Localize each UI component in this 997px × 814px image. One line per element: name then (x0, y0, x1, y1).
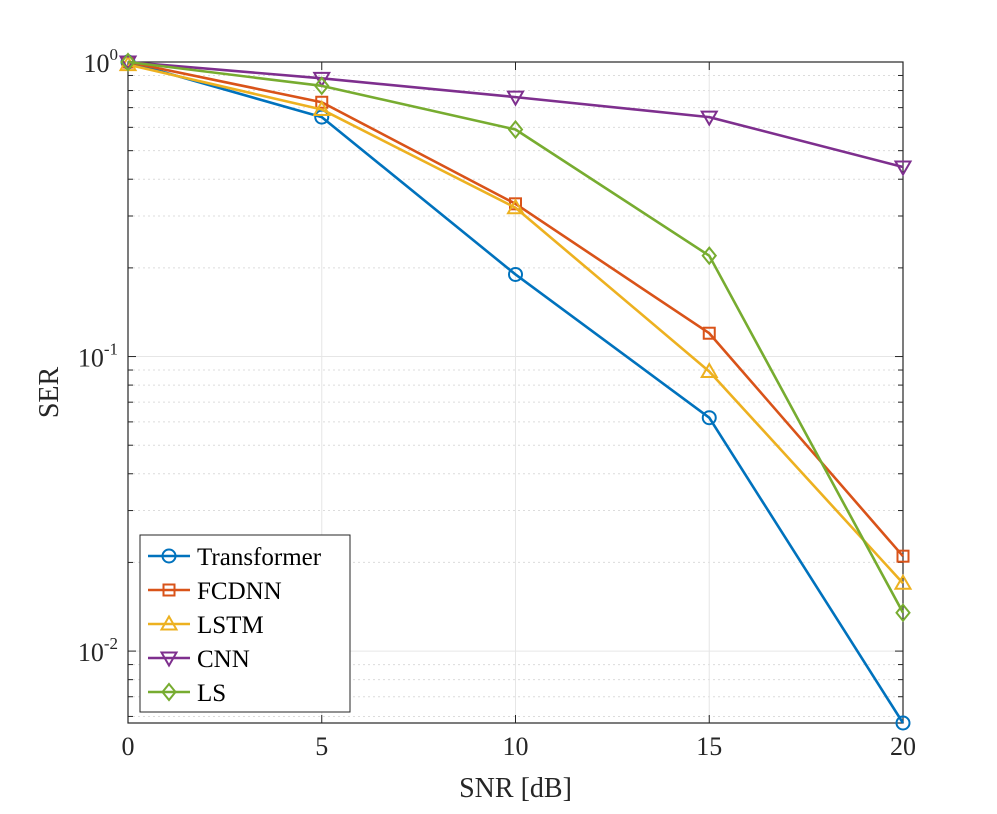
x-tick-labels: 0 5 10 15 20 (122, 732, 917, 761)
y-tick-base: 10 (84, 49, 110, 78)
data-point-cnn (700, 110, 719, 127)
data-point-cnn (312, 71, 331, 88)
legend-marker-ls (161, 682, 177, 702)
x-axis-label: SNR [dB] (459, 773, 572, 804)
series-line-cnn (127, 60, 904, 169)
legend-entry-ls: LS (148, 680, 226, 707)
data-point-transformer (701, 410, 717, 426)
data-point-cnn (893, 160, 913, 177)
data-point-fcdnn (896, 549, 910, 563)
legend-marker-transformer (161, 548, 177, 564)
legend-label-lstm: LSTM (197, 612, 264, 639)
series-line-lstm (127, 63, 904, 585)
series-line-transformer (127, 60, 905, 724)
legend-label-ls: LS (197, 680, 226, 707)
legend-entry-transformer: Transformer (148, 544, 322, 571)
y-tick-exponent: -2 (104, 634, 118, 653)
series-cnn (118, 55, 913, 177)
data-point-lstm (700, 361, 719, 378)
data-point-cnn (506, 90, 525, 107)
data-point-transformer (895, 715, 911, 731)
legend: Transformer FCDNN LSTM CNN LS (139, 534, 351, 713)
legend-label-cnn: CNN (197, 646, 250, 673)
y-tick-label: 10-2 (78, 634, 118, 667)
legend-entry-cnn: CNN (148, 646, 250, 673)
data-point-ls (701, 246, 718, 266)
minor-grid (128, 74, 903, 717)
y-axis-label: SER (34, 367, 65, 419)
legend-label-transformer: Transformer (197, 544, 322, 571)
x-tick-label: 10 (503, 732, 529, 761)
data-point-transformer (508, 266, 523, 282)
legend-entry-lstm: LSTM (148, 612, 264, 639)
series-layer (118, 52, 913, 731)
legend-marker-fcdnn (162, 583, 176, 597)
data-point-lstm (506, 198, 525, 215)
data-point-ls (507, 119, 524, 140)
x-tick-label: 20 (890, 732, 916, 761)
y-tick-label: 100 (84, 45, 119, 78)
x-tick-label: 0 (122, 732, 135, 761)
legend-marker-cnn (159, 651, 179, 668)
data-point-fcdnn (315, 95, 329, 109)
y-tick-exponent: 0 (110, 45, 119, 64)
series-line-fcdnn (127, 60, 904, 558)
x-tick-label: 5 (315, 732, 328, 761)
data-point-lstm (312, 99, 331, 116)
series-ls (120, 52, 911, 623)
legend-entry-fcdnn: FCDNN (148, 578, 282, 605)
y-tick-base: 10 (78, 344, 104, 373)
x-tick-label: 15 (696, 732, 722, 761)
legend-marker-lstm (159, 614, 179, 631)
y-tick-exponent: -1 (104, 340, 118, 359)
data-point-ls (120, 52, 136, 72)
data-point-fcdnn (702, 326, 716, 340)
data-point-ls (313, 76, 330, 96)
data-point-ls (895, 603, 911, 623)
series-line-ls (127, 60, 905, 614)
data-point-lstm (893, 573, 913, 590)
legend-label-fcdnn: FCDNN (197, 578, 282, 605)
y-tick-base: 10 (78, 638, 104, 667)
y-tick-label: 10-1 (78, 340, 118, 373)
